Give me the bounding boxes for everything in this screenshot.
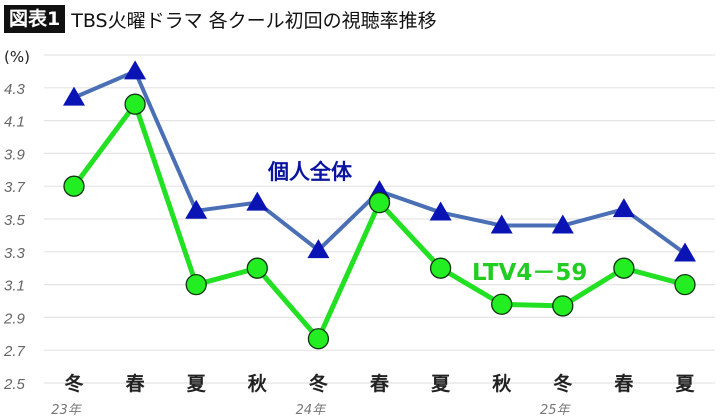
y-tick-label: 2.9: [3, 310, 26, 327]
y-tick-label: 4.1: [4, 114, 25, 131]
x-tick-label: 夏: [187, 373, 207, 395]
data-point-circle: [429, 257, 452, 279]
y-tick-label: 3.3: [4, 245, 26, 262]
data-point-circle: [246, 257, 268, 279]
y-tick-label: 3.5: [4, 212, 26, 229]
data-point-circle: [674, 273, 696, 296]
data-point-circle: [307, 328, 330, 350]
title-text: TBS火曜ドラマ 各クール初回の視聴率推移: [71, 9, 437, 32]
x-tick-label: 冬: [309, 372, 328, 395]
x-tick-label: 冬: [64, 372, 83, 395]
y-unit-label: (%): [4, 48, 30, 66]
y-tick-label: 3.1: [4, 278, 25, 295]
data-point-circle: [491, 293, 513, 315]
data-point-triangle: [307, 239, 330, 259]
y-tick-label: 3.7: [4, 179, 26, 196]
y-tick-label: 3.9: [4, 146, 26, 163]
x-tick-label: 秋: [492, 372, 512, 395]
data-point-circle: [552, 295, 574, 317]
data-point-triangle: [124, 60, 147, 80]
year-label: 25年: [540, 403, 572, 418]
x-tick-label: 春: [370, 372, 389, 395]
year-label: 24年: [296, 403, 328, 418]
data-point-triangle: [674, 242, 696, 262]
x-tick-label: 春: [614, 372, 633, 395]
data-point-triangle: [612, 198, 635, 218]
y-tick-label: 2.5: [3, 376, 26, 393]
data-point-triangle: [551, 214, 574, 234]
y-tick-label: 2.7: [3, 343, 26, 360]
y-tick-label: 4.3: [4, 81, 26, 98]
chart-title: 図表1 TBS火曜ドラマ 各クール初回の視聴率推移: [4, 4, 437, 34]
data-point-circle: [368, 191, 391, 214]
data-point-triangle: [185, 199, 208, 219]
series-label: 個人全体: [267, 160, 353, 184]
data-point-circle: [63, 175, 85, 197]
year-label: 23年: [51, 403, 83, 418]
data-point-triangle: [63, 86, 85, 106]
figure-badge: 図表1: [4, 5, 66, 33]
x-tick-label: 秋: [248, 372, 268, 395]
series-line: [73, 69, 687, 256]
x-tick-label: 春: [126, 372, 145, 395]
data-point-triangle: [246, 191, 269, 211]
data-point-circle: [185, 273, 207, 296]
x-tick-label: 夏: [675, 373, 695, 395]
data-point-triangle: [429, 201, 452, 221]
series-label: LTV4－59: [472, 260, 587, 286]
data-point-circle: [124, 93, 146, 115]
x-tick-label: 夏: [431, 373, 451, 395]
data-point-circle: [613, 257, 635, 279]
x-tick-label: 冬: [553, 372, 572, 395]
data-point-triangle: [490, 214, 513, 234]
